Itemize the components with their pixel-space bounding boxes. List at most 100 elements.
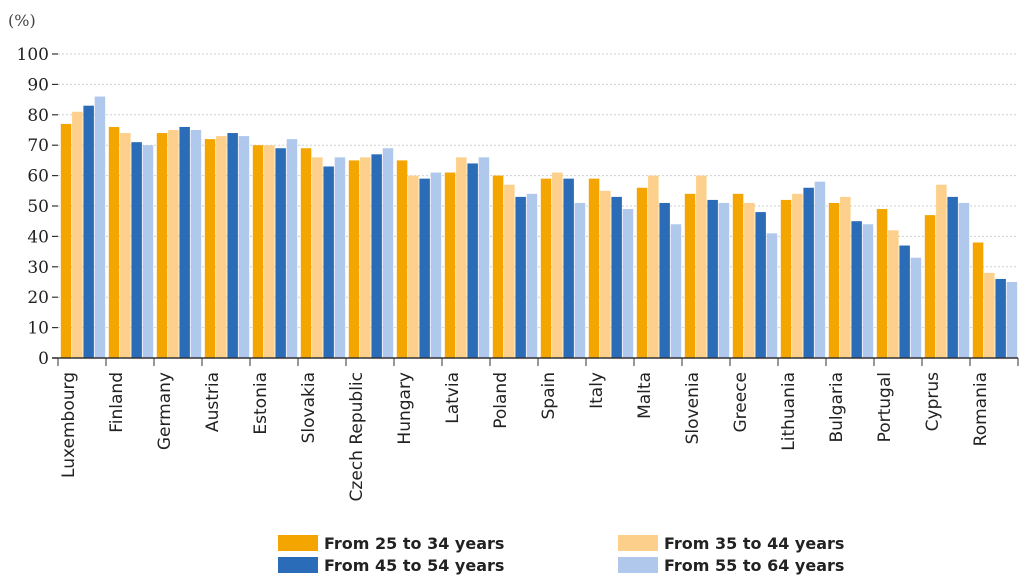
category-label: Czech Republic: [347, 372, 367, 501]
bar: [216, 136, 227, 358]
bar: [467, 163, 478, 358]
bar: [707, 199, 718, 358]
bar: [94, 96, 106, 358]
bar: [238, 136, 250, 358]
bar: [876, 209, 888, 358]
bars: [60, 96, 1018, 359]
category-label: Spain: [539, 372, 559, 420]
legend-label: From 55 to 64 years: [664, 555, 845, 575]
bar: [718, 202, 730, 358]
y-tick-label: 20: [27, 288, 49, 308]
bar: [563, 178, 574, 358]
bar: [899, 245, 910, 358]
bar: [131, 142, 142, 358]
bar: [156, 133, 168, 358]
category-label: Greece: [731, 372, 751, 433]
category-label: Italy: [587, 372, 607, 409]
legend-swatch: [618, 535, 658, 551]
legend-item: From 55 to 64 years: [618, 554, 844, 576]
category-label: Portugal: [875, 372, 895, 442]
bar: [168, 130, 179, 358]
bar: [504, 184, 515, 358]
x-axis-category-labels: Luxembourg Finland Germany Austria Estonia Sl…: [59, 372, 991, 502]
bar: [456, 157, 467, 358]
bar: [515, 196, 526, 358]
bar: [382, 148, 394, 358]
bar: [334, 157, 346, 358]
bar: [972, 242, 984, 358]
bar: [588, 178, 600, 358]
bar: [936, 184, 947, 358]
bar: [60, 123, 72, 358]
bar: [396, 160, 408, 358]
bar: [924, 215, 936, 358]
x-axis-category-ticks: [57, 358, 1019, 366]
bar: [984, 272, 995, 358]
bar: [696, 175, 707, 358]
bar: [252, 145, 264, 358]
category-label: Bulgaria: [827, 372, 847, 443]
bar: [636, 187, 648, 358]
legend-swatch: [278, 557, 318, 573]
bar: [552, 172, 563, 358]
y-tick-label: 80: [27, 106, 49, 126]
bar: [947, 196, 958, 358]
bar: [348, 160, 360, 358]
gridlines: [58, 53, 1018, 329]
category-label: Slovenia: [683, 372, 703, 444]
bar: [286, 139, 298, 358]
bar: [323, 166, 334, 358]
y-tick-label: 60: [27, 167, 49, 187]
bar: [840, 196, 851, 358]
category-label: Cyprus: [923, 372, 943, 431]
category-label: Estonia: [251, 372, 271, 435]
bar: [204, 139, 216, 358]
legend: From 25 to 34 years From 35 to 44 years Fr…: [278, 532, 958, 576]
bar: [108, 126, 120, 359]
bar: [828, 202, 840, 358]
bar: [430, 172, 442, 358]
legend-label: From 35 to 44 years: [664, 533, 845, 553]
bar: [492, 175, 504, 358]
bar: [419, 178, 430, 358]
y-axis-unit-label: (%): [8, 11, 36, 30]
bar: [803, 187, 814, 358]
legend-item: From 25 to 34 years: [278, 532, 504, 554]
y-tick-label: 10: [27, 319, 49, 339]
category-label: Austria: [203, 372, 223, 432]
bar: [300, 148, 312, 358]
y-tick-label: 50: [27, 197, 49, 217]
category-label: Latvia: [443, 372, 463, 424]
bar: [179, 126, 190, 359]
bar: [755, 212, 766, 358]
bar: [814, 181, 826, 358]
bar: [600, 190, 611, 358]
category-label: Hungary: [395, 372, 415, 445]
bar: [540, 178, 552, 358]
category-label: Luxembourg: [59, 372, 79, 478]
bar: [744, 202, 755, 358]
bar: [83, 105, 94, 359]
category-label: Germany: [155, 372, 175, 450]
legend-item: From 35 to 44 years: [618, 532, 844, 554]
bar: [622, 209, 634, 358]
y-tick-label: 70: [27, 136, 49, 156]
bar: [142, 145, 154, 358]
bar: [120, 133, 131, 358]
category-label: Slovakia: [299, 372, 319, 443]
bar: [648, 175, 659, 358]
bar: [670, 224, 682, 358]
bar: [312, 157, 323, 358]
bar: [684, 193, 696, 358]
bar: [958, 202, 970, 358]
category-label: Finland: [107, 372, 127, 433]
legend-label: From 45 to 54 years: [324, 555, 505, 575]
bar: [732, 193, 744, 358]
bar: [888, 230, 899, 358]
bar: [190, 130, 202, 358]
y-tick-label: 0: [38, 349, 49, 369]
legend-swatch: [618, 557, 658, 573]
category-label: Lithuania: [779, 372, 799, 451]
y-tick-label: 100: [17, 45, 49, 65]
bar: [792, 193, 803, 358]
